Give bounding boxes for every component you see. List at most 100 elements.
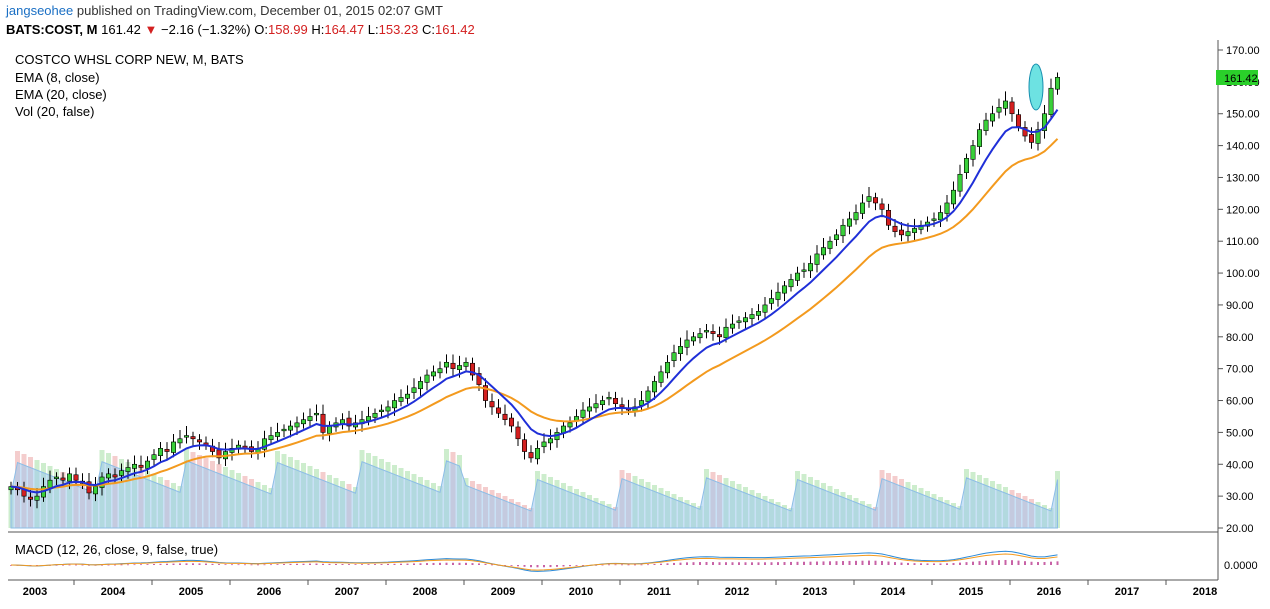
candle-body — [606, 397, 612, 400]
candle-body — [794, 272, 800, 281]
y-tick-label: 70.00 — [1226, 364, 1254, 376]
candle-body — [1009, 101, 1015, 115]
low-label: L: — [367, 22, 379, 37]
candle-body — [489, 401, 495, 408]
candle-body — [391, 400, 397, 409]
candle-body — [729, 323, 735, 329]
macd-histogram-bar — [653, 564, 656, 565]
macd-histogram-bar — [211, 563, 214, 565]
candle-body — [320, 413, 326, 433]
candle-body — [515, 426, 521, 440]
candle-body — [911, 228, 917, 233]
macd-histogram-bar — [562, 565, 565, 567]
x-tick-label: 2004 — [101, 586, 126, 598]
macd-histogram-bar — [718, 562, 721, 565]
macd-histogram-bar — [315, 563, 318, 565]
macd-histogram-bar — [939, 563, 942, 565]
macd-histogram-bar — [341, 563, 344, 565]
price-change: −2.16 (−1.32%) — [161, 22, 251, 37]
candle-body — [827, 240, 833, 249]
macd-histogram-bar — [978, 561, 981, 565]
macd-histogram-bar — [640, 564, 643, 566]
x-tick-label: 2003 — [23, 586, 47, 598]
candle-body — [547, 438, 553, 444]
author-link[interactable]: jangseohee — [6, 3, 74, 18]
candle-body — [534, 448, 540, 460]
macd-histogram-bar — [185, 563, 188, 565]
x-tick-label: 2008 — [413, 586, 437, 598]
macd-histogram-bar — [582, 565, 584, 566]
y-tick-label: 80.00 — [1226, 332, 1254, 344]
macd-histogram-bar — [731, 562, 734, 565]
macd-histogram-bar — [855, 560, 857, 565]
candle-body — [86, 481, 92, 494]
macd-histogram-bar — [393, 563, 396, 565]
macd-histogram-bar — [276, 564, 279, 565]
price-chart[interactable]: 170.00160.00150.00140.00130.00120.00110.… — [0, 40, 1270, 609]
y-tick-label: 40.00 — [1226, 459, 1254, 471]
macd-histogram-bar — [1056, 561, 1059, 565]
macd-histogram-bar — [790, 561, 792, 565]
macd-histogram-bar — [816, 561, 818, 565]
candle-body — [599, 400, 605, 405]
macd-histogram-bar — [133, 564, 136, 566]
macd-histogram-bar — [452, 562, 454, 565]
macd-histogram-bar — [952, 563, 955, 565]
macd-line — [10, 550, 1058, 572]
legend-vol: Vol (20, false) — [15, 104, 95, 119]
candle-body — [443, 361, 449, 368]
candle-body — [846, 218, 852, 227]
price-axis[interactable]: 170.00160.00150.00140.00130.00120.00110.… — [1218, 45, 1260, 535]
candle-body — [996, 107, 1002, 113]
candle-body — [93, 486, 99, 495]
candle-body — [586, 406, 592, 412]
price-badge-text: 161.42 — [1224, 73, 1258, 85]
x-tick-label: 2010 — [569, 586, 593, 598]
candle-body — [664, 361, 670, 374]
symbol-label: BATS:COST, M — [6, 22, 98, 37]
high-label: H: — [311, 22, 325, 37]
macd-histogram-bar — [1050, 561, 1052, 565]
candle-body — [326, 425, 332, 434]
macd-histogram-bar — [166, 563, 168, 565]
candle-body — [151, 454, 157, 460]
legend-title: COSTCO WHSL CORP NEW, M, BATS — [15, 52, 244, 67]
macd-histogram-bar — [536, 565, 539, 568]
candle-body — [658, 371, 664, 383]
macd-histogram-bar — [523, 565, 526, 567]
candle-body — [190, 436, 196, 440]
ema20-line — [10, 138, 1059, 491]
macd-histogram-bar — [985, 560, 987, 565]
candle-body — [430, 371, 436, 377]
candle-body — [879, 203, 885, 210]
candle-body — [820, 247, 826, 256]
macd-histogram-bar — [634, 564, 636, 566]
price-badge — [1216, 70, 1258, 85]
y-tick-label: 50.00 — [1226, 427, 1254, 439]
time-axis[interactable]: 2003 2004 2005 2006 2007 2008 2009 2010 2011 2012… — [0, 580, 1217, 598]
y-tick-label: 110.00 — [1226, 236, 1259, 248]
candle-body — [67, 473, 73, 482]
macd-histogram-bar — [673, 562, 675, 565]
legend-macd: MACD (12, 26, close, 9, false, true) — [15, 542, 218, 557]
candle-body — [34, 495, 40, 501]
candle-body — [781, 285, 787, 294]
macd-histogram-bar — [621, 564, 623, 566]
candle-body — [957, 173, 963, 192]
macd-histogram-bar — [874, 560, 877, 565]
macd-histogram-bar — [517, 565, 519, 567]
macd-histogram-bar — [933, 563, 935, 565]
macd-histogram-bar — [309, 563, 311, 565]
high-value: 164.47 — [324, 22, 365, 37]
candle-body — [469, 362, 475, 376]
candle-body — [437, 368, 443, 374]
candle-body — [859, 202, 865, 214]
macd-histogram-bar — [419, 563, 422, 565]
macd-histogram-bar — [224, 564, 227, 566]
candle-body — [261, 438, 267, 450]
macd-histogram-bar — [738, 562, 740, 565]
macd-histogram-bar — [608, 564, 610, 566]
macd-histogram-bar — [491, 564, 493, 566]
macd-histogram-bar — [478, 563, 480, 565]
macd-histogram-bar — [679, 562, 682, 565]
